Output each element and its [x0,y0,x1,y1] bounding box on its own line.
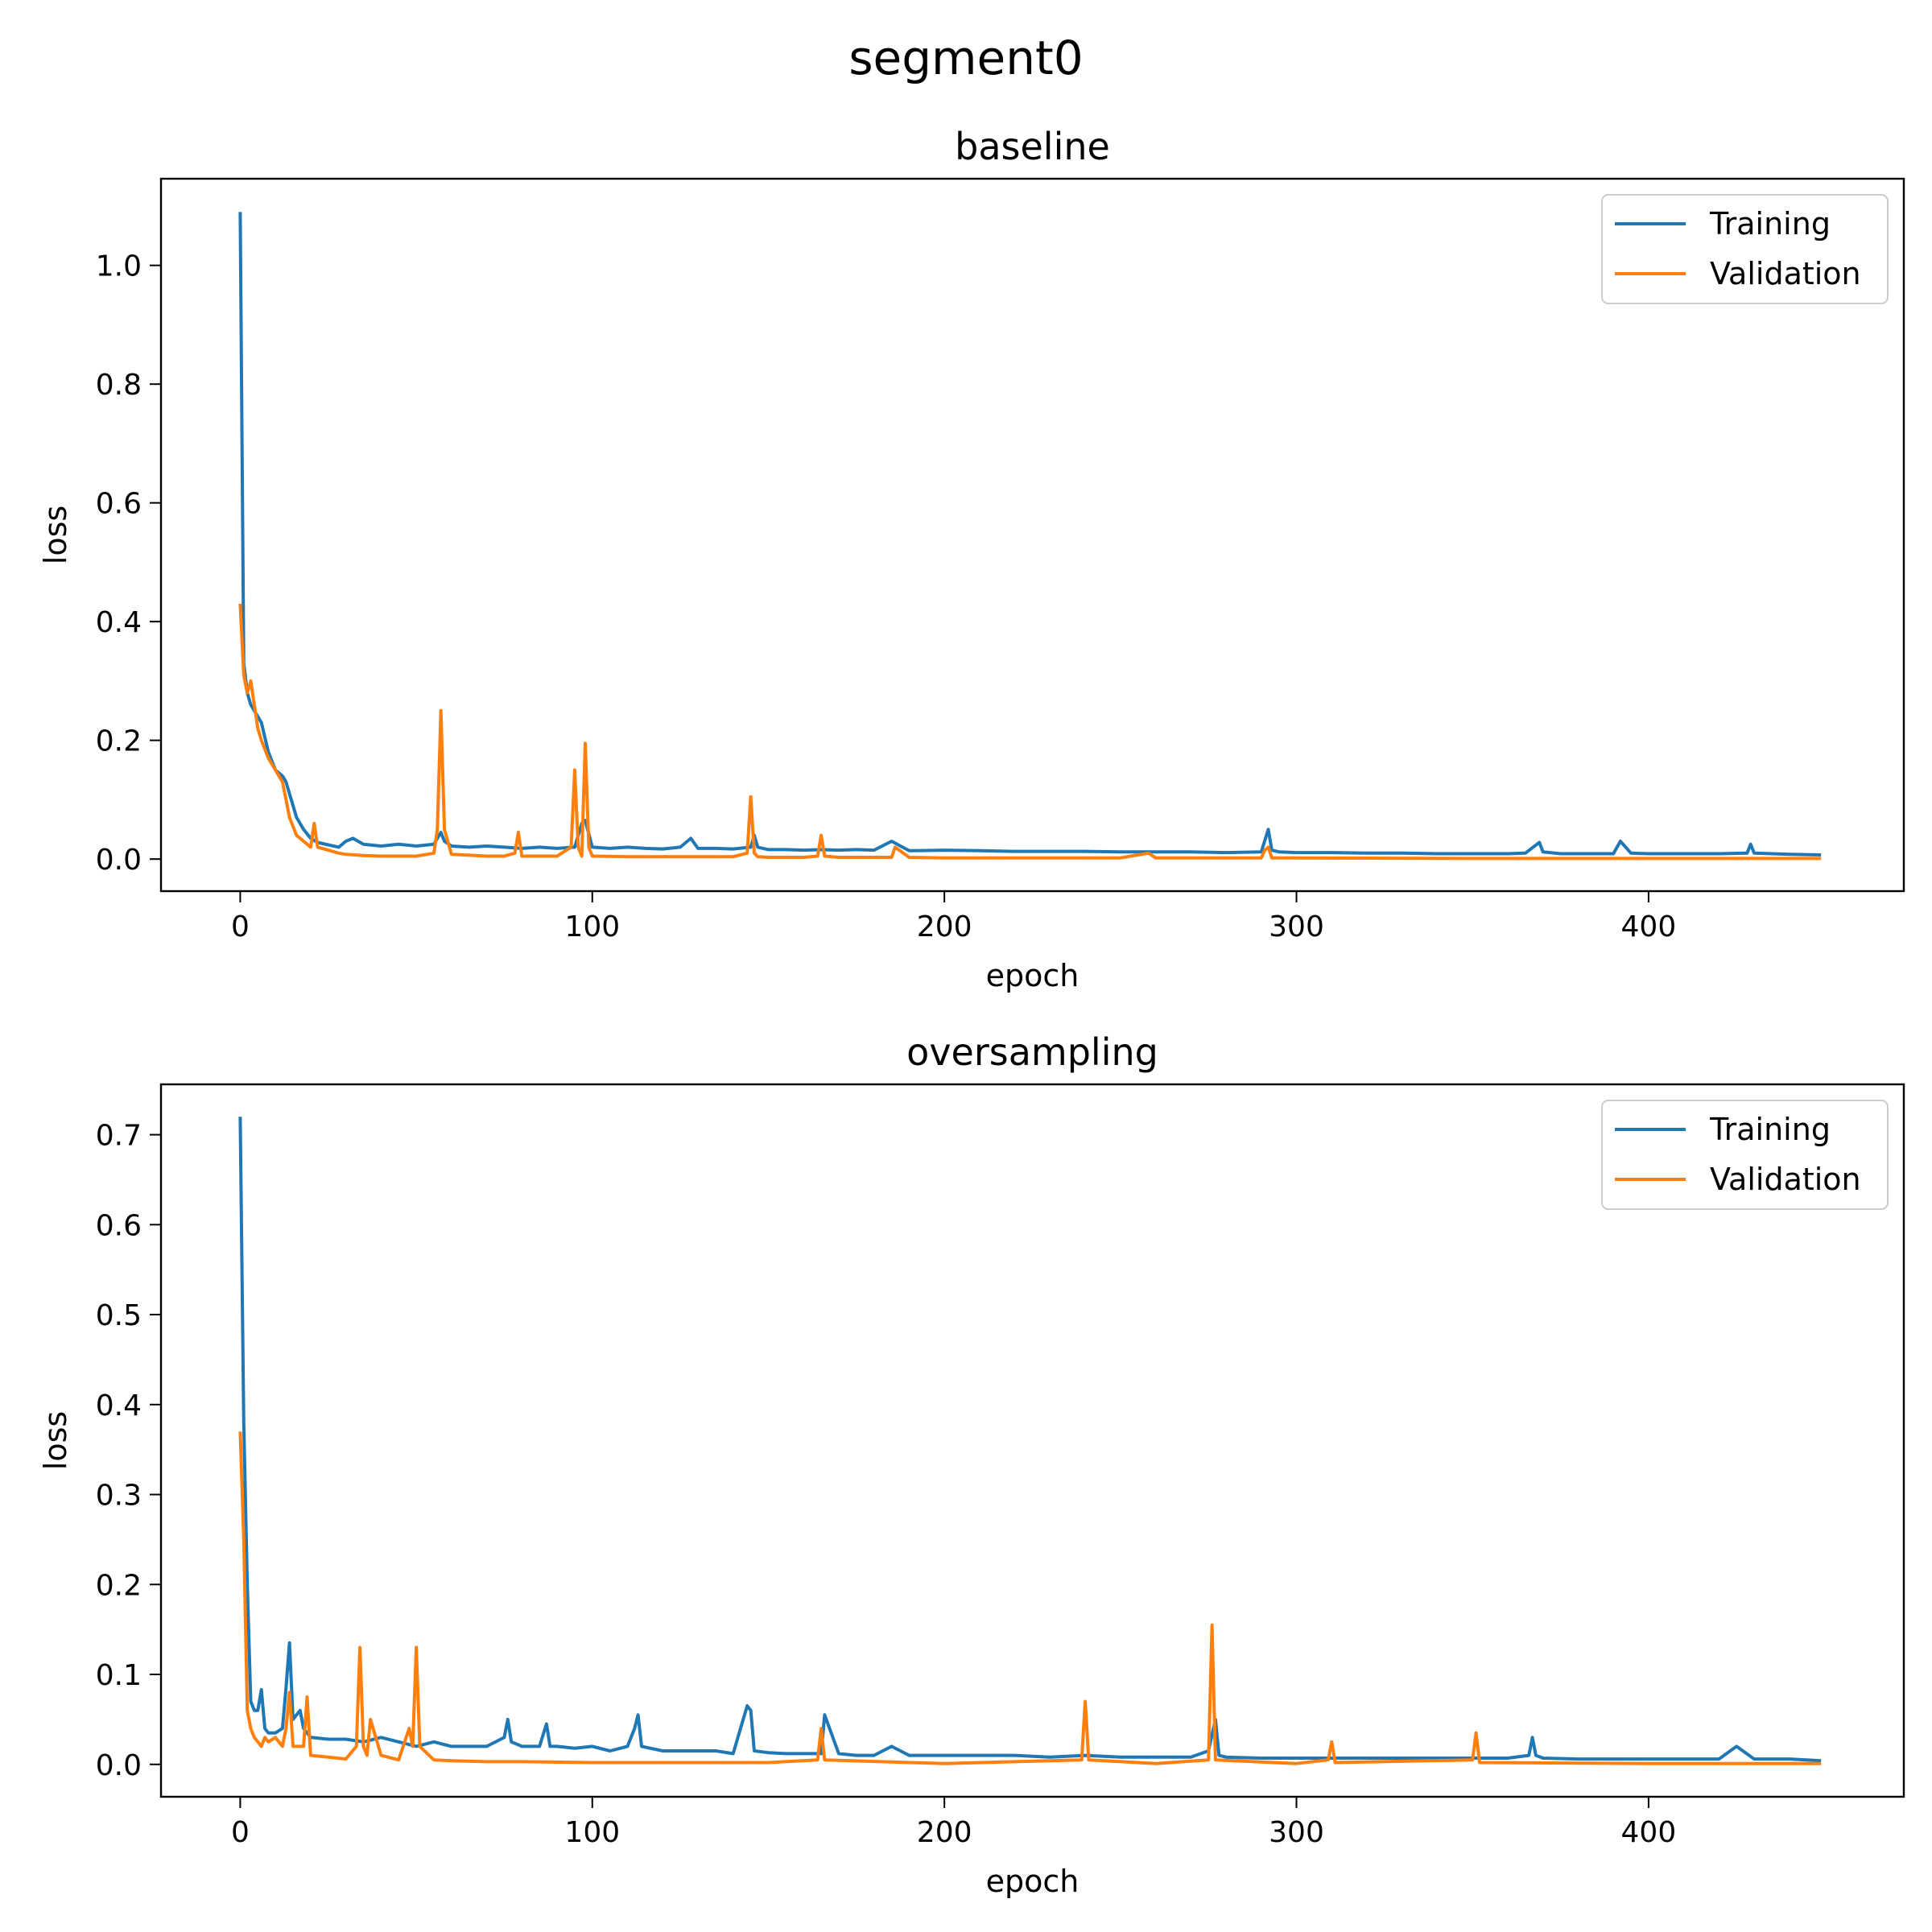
axes-frame [159,177,1905,893]
legend-label-validation: Validation [1710,1162,1861,1197]
y-tick-label: 0.6 [96,488,142,521]
legend-label-validation: Validation [1710,256,1861,291]
y-tick-label: 0.0 [96,844,142,877]
y-axis-label: loss [38,1411,73,1470]
y-tick-label: 1.0 [96,250,142,283]
y-tick-label: 0.7 [96,1120,142,1153]
legend-box [1601,194,1889,304]
x-tick-label: 200 [917,1816,972,1849]
y-axis-label: loss [38,506,73,564]
y-tick-label: 0.6 [96,1209,142,1242]
y-tick-label: 0.2 [96,1569,142,1602]
legend-label-training: Training [1709,1112,1831,1147]
y-tick-label: 0.2 [96,725,142,758]
x-axis-label: epoch [986,958,1080,993]
x-tick-label: 0 [231,910,250,943]
legend-label-training: Training [1709,206,1831,242]
y-tick-label: 0.1 [96,1659,142,1692]
x-tick-label: 100 [564,910,620,943]
x-tick-label: 0 [231,1816,250,1849]
x-tick-label: 100 [564,1816,620,1849]
subplot-title: oversampling [906,1030,1158,1074]
legend: Training Validation [1601,194,1889,304]
legend: Training Validation [1601,1100,1889,1210]
series-line-validation [238,603,1822,861]
axes-frame [159,1083,1905,1798]
y-tick-label: 0.8 [96,369,142,402]
y-tick-label: 0.5 [96,1299,142,1332]
y-tick-label: 0.4 [96,1389,142,1422]
subplot-title: baseline [955,125,1110,168]
subplots: baseline 0 100 200 300 400 0.0 0.2 0.4 0.6 0.8 1.0 e… [38,125,1905,1899]
subplot-oversampling: oversampling 0 100 200 300 400 0.0 0.1 0.2 0.3 0.4… [38,1030,1905,1899]
x-tick-label: 200 [917,910,972,943]
figure-title: segment0 [848,31,1083,85]
y-tick-label: 0.0 [96,1749,142,1782]
x-tick-label: 400 [1621,1816,1677,1849]
subplot-baseline: baseline 0 100 200 300 400 0.0 0.2 0.4 0.6 0.8 1.0 e… [38,125,1905,993]
series-line-validation [238,1431,1822,1765]
legend-box [1601,1100,1889,1210]
x-tick-label: 400 [1621,910,1677,943]
x-tick-label: 300 [1269,910,1324,943]
x-axis-label: epoch [986,1864,1080,1899]
x-tick-label: 300 [1269,1816,1324,1849]
y-tick-label: 0.4 [96,606,142,639]
series-line-training [238,212,1822,857]
y-tick-label: 0.3 [96,1480,142,1513]
